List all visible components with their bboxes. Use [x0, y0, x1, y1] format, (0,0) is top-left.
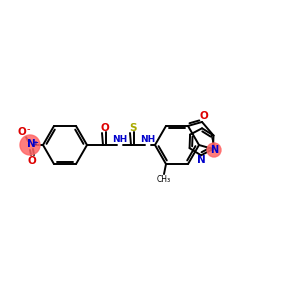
- Text: N: N: [210, 145, 218, 155]
- Circle shape: [20, 135, 40, 155]
- Text: -: -: [26, 124, 30, 134]
- Text: +: +: [32, 140, 38, 146]
- Text: NH: NH: [140, 136, 156, 145]
- Text: O: O: [200, 111, 208, 121]
- Text: CH₃: CH₃: [157, 175, 171, 184]
- Text: O: O: [100, 123, 109, 133]
- Text: O: O: [18, 127, 26, 137]
- Text: NH: NH: [112, 136, 128, 145]
- Text: O: O: [28, 156, 36, 166]
- Text: N: N: [27, 139, 35, 149]
- Text: S: S: [129, 123, 137, 133]
- Text: N: N: [197, 155, 206, 165]
- Circle shape: [207, 143, 221, 157]
